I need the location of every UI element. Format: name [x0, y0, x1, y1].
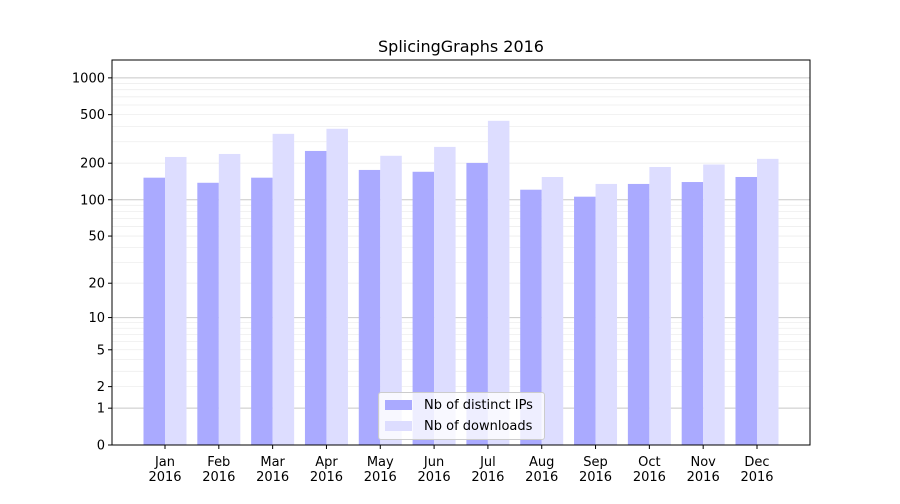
- x-tick-label: Jan 2016: [148, 455, 181, 485]
- legend-label-downloads: Nb of downloads: [424, 418, 533, 434]
- x-tick-label: Dec 2016: [740, 455, 773, 485]
- bar-downloads: [272, 133, 295, 445]
- y-tick-label: 200: [80, 157, 105, 172]
- legend-swatch-ips: [385, 400, 412, 410]
- bar-ips: [627, 183, 650, 445]
- bar-downloads: [757, 158, 779, 445]
- legend-item-ips: Nb of distinct IPs: [385, 396, 533, 414]
- y-tick-label: 100: [80, 193, 105, 208]
- y-tick-label: 20: [88, 277, 105, 292]
- x-tick-label: May 2016: [364, 455, 397, 485]
- x-tick-label: Feb 2016: [202, 455, 235, 485]
- bar-ips: [412, 171, 435, 446]
- bar-downloads: [487, 120, 510, 446]
- y-tick-label: 0: [97, 439, 105, 454]
- x-tick-label: Aug 2016: [525, 455, 558, 485]
- bar-ips: [358, 169, 381, 445]
- y-tick-label: 50: [88, 230, 105, 245]
- plot-frame: [111, 59, 811, 446]
- x-tick-label: Sep 2016: [579, 455, 612, 485]
- bar-ips: [520, 189, 542, 445]
- x-tick-label: Nov 2016: [687, 455, 720, 485]
- y-tick-label: 5: [97, 343, 105, 358]
- bar-ips: [466, 162, 488, 445]
- y-tick-label: 2: [97, 380, 105, 395]
- bar-ips: [681, 182, 704, 445]
- bar-downloads: [165, 156, 187, 445]
- bar-ips: [251, 177, 273, 446]
- bar-downloads: [434, 146, 456, 445]
- legend-item-downloads: Nb of downloads: [385, 417, 532, 435]
- bar-downloads: [649, 167, 671, 445]
- chart-title: SplicingGraphs 2016: [378, 37, 544, 56]
- legend: Nb of distinct IPs Nb of downloads: [378, 392, 545, 440]
- y-tick-label: 1000: [72, 71, 105, 86]
- legend-swatch-downloads: [385, 421, 412, 431]
- bar-downloads: [541, 176, 564, 445]
- y-tick-label: 10: [88, 311, 105, 326]
- legend-label-ips: Nb of distinct IPs: [424, 397, 533, 413]
- y-tick-label: 500: [80, 108, 105, 123]
- bar-ips: [304, 150, 327, 446]
- bar-ips: [574, 196, 596, 445]
- x-tick-label: Apr 2016: [310, 455, 343, 485]
- bar-ips: [197, 182, 219, 445]
- bar-downloads: [326, 128, 348, 445]
- bar-downloads: [380, 155, 402, 446]
- bar-ips: [735, 176, 757, 445]
- bar-downloads: [595, 183, 618, 445]
- bar-downloads: [218, 153, 241, 445]
- x-tick-label: Mar 2016: [256, 455, 289, 485]
- x-tick-label: Jul 2016: [471, 455, 504, 485]
- x-tick-label: Jun 2016: [418, 455, 451, 485]
- x-tick-label: Oct 2016: [633, 455, 666, 485]
- bar-downloads: [703, 164, 725, 445]
- bar-ips: [143, 177, 165, 446]
- y-tick-label: 1: [97, 402, 105, 417]
